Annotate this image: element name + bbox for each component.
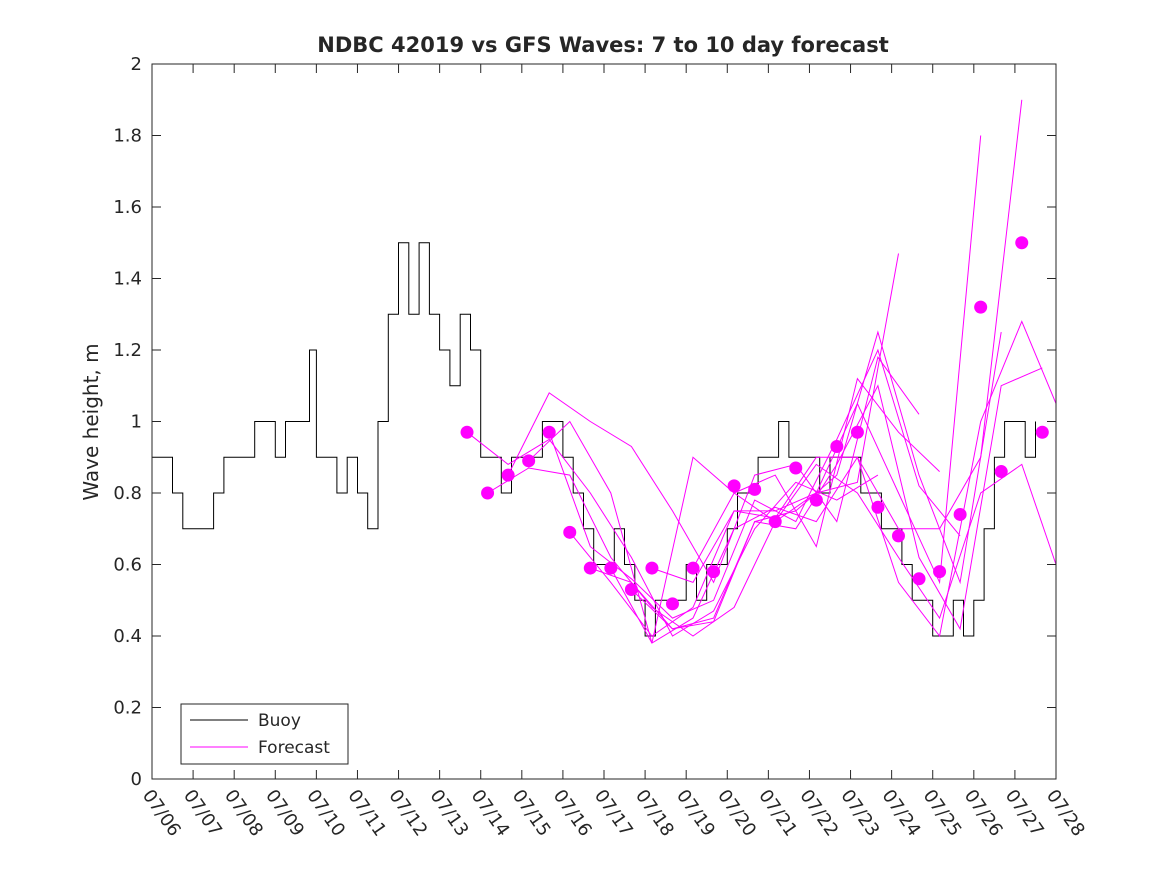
- y-tick-label: 1.8: [113, 126, 142, 147]
- forecast-line: [507, 356, 920, 584]
- forecast-line: [548, 348, 961, 619]
- forecast-line: [651, 320, 1057, 638]
- forecast-point: [891, 529, 905, 543]
- forecast-point: [501, 468, 515, 482]
- y-tick-label: 0.2: [113, 698, 142, 719]
- forecast-point: [1015, 236, 1029, 250]
- y-tick-label: 2: [131, 54, 142, 75]
- y-tick-label: 1.2: [113, 340, 142, 361]
- buoy-series: [152, 242, 1036, 637]
- y-tick-label: 1: [131, 412, 142, 433]
- forecast-point: [748, 482, 762, 496]
- y-axis-label: Wave height, m: [79, 343, 103, 500]
- legend-buoy-label: Buoy: [258, 711, 301, 731]
- forecast-point: [994, 465, 1008, 479]
- y-tick-label: 0: [131, 769, 142, 790]
- legend-forecast-label: Forecast: [258, 738, 330, 758]
- forecast-line: [610, 99, 1023, 644]
- y-tick-label: 1.6: [113, 197, 142, 218]
- y-tick-label: 0.4: [113, 626, 142, 647]
- legend: Buoy Forecast: [180, 703, 349, 765]
- forecast-point: [1035, 425, 1049, 439]
- forecast-point: [912, 572, 926, 586]
- forecast-point: [665, 597, 679, 611]
- forecast-point: [850, 425, 864, 439]
- legend-box: [180, 703, 349, 765]
- chart-title: NDBC 42019 vs GFS Waves: 7 to 10 day for…: [317, 33, 888, 57]
- forecast-line: [631, 367, 1043, 631]
- buoy-line: [152, 242, 1036, 637]
- forecast-point: [727, 479, 741, 493]
- y-tick-label: 1.4: [113, 269, 142, 290]
- forecast-point: [974, 300, 988, 314]
- forecast-point: [563, 525, 577, 539]
- y-tick-label: 0.8: [113, 483, 142, 504]
- forecast-point: [481, 486, 495, 500]
- forecast-line: [466, 431, 879, 637]
- forecast-point: [953, 507, 967, 521]
- forecast-line: [590, 330, 1002, 630]
- forecast-series: [460, 99, 1057, 644]
- forecast-point: [789, 461, 803, 475]
- forecast-line: [692, 463, 1057, 620]
- y-tick-label: 0.6: [113, 555, 142, 576]
- forecast-point: [583, 561, 597, 575]
- y-axis: 0 0.2 0.4 0.6 0.8 1 1.2 1.4 1.6 1.8 2: [113, 54, 1056, 790]
